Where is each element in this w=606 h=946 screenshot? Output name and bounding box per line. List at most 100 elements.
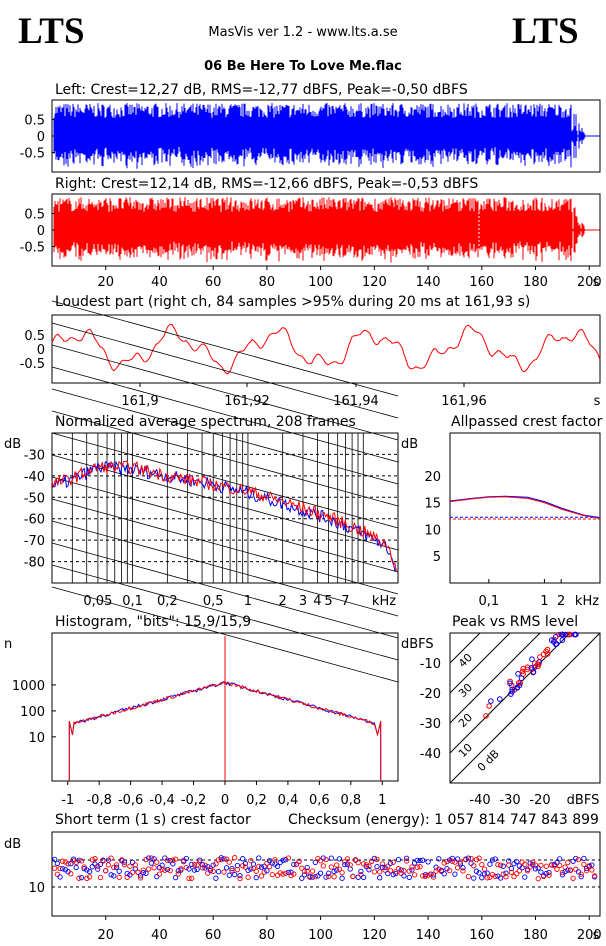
spectrum-slope [51,300,399,397]
crest-point-left [54,860,61,867]
peakrms-ytick: -10 [420,657,441,672]
crest-point-right [234,866,241,873]
crest-ylabel: dB [4,837,21,852]
crest-point-right [463,857,469,863]
crest-point-right [473,856,480,863]
crest-point-right [261,869,267,875]
right-waveform-trace [53,197,586,263]
crest-xtick: 80 [259,928,276,943]
crest-point-left [323,874,329,880]
crest-point-right [256,863,262,870]
spectrum-slope [51,322,399,419]
crest-point-left [358,868,364,875]
crest-point-right [557,862,563,869]
crest-point-right [86,874,93,880]
crest-point-left [183,855,189,862]
crest-point-right [457,859,463,865]
crest-point-left [167,858,173,864]
allpass-xtick: 1 [540,594,548,609]
crest-point-right [301,868,308,874]
peakrms-point [515,671,521,677]
loudest-frame [51,314,601,384]
allpass-ytick: 20 [424,470,441,485]
crest-point-right [420,873,426,879]
peakrms-point [532,660,538,667]
peakrms-point [537,654,543,660]
crest-point-right [97,874,104,881]
crest-point-right [269,871,275,878]
crest-point-right [395,866,402,872]
crest-point-left [506,858,512,864]
crest-point-left [411,860,418,866]
spectrum-ytick: -50 [24,491,45,506]
crest-point-right [385,863,391,869]
crest-point-right [551,863,557,869]
crest-point-left [446,857,453,863]
crest-point-right [430,874,437,880]
crest-point-right [253,868,259,874]
crest-point-right [481,866,488,872]
crest-point-left [154,873,160,880]
crest-point-left [390,871,396,878]
left-waveform-ytick: 0 [37,130,45,145]
crest-point-right [503,874,509,880]
app-title: MasVis ver 1.2 - www.lts.a.se [208,25,398,40]
peakrms-frame [449,632,601,784]
crest-point-right [401,868,407,874]
allpass-ytick: 5 [433,550,441,565]
crest-point-left [266,857,273,864]
crest-point-right [476,855,482,861]
peakrms-point [562,631,568,638]
crest-point-left [52,856,58,863]
crest-point-right [70,858,77,864]
crest-point-right [100,858,106,864]
crest-point-left [148,860,155,866]
crest-point-right [307,874,313,880]
histogram-ylabel: n [4,637,12,652]
crest-xtick: 200 [577,928,602,943]
crest-point-left [374,863,380,870]
crest-point-left [344,861,351,867]
spectrum-slope [51,432,399,529]
crest-point-left [170,861,176,867]
allpass-title: Allpassed crest factor [451,414,603,430]
crest-point-left [519,865,525,871]
crest-point-right [65,861,71,867]
crest-point-left [264,868,270,874]
allpass-frame [449,432,601,584]
crest-ytick: 10 [28,881,45,896]
crest-point-right [500,871,506,877]
crest-xtick: 60 [205,928,222,943]
crest-point-right [178,866,184,872]
spectrum-series-left [51,460,397,573]
crest-point-left [221,856,227,862]
crest-point-right [344,856,351,862]
crest-point-right [393,869,399,875]
crest-point-right [446,867,453,874]
crest-point-left [68,861,74,867]
crest-point-right [336,866,343,872]
spectrum-slope [51,520,399,617]
peakrms-point [497,696,503,702]
crest-point-right [57,865,63,872]
loudest-xtick-label: 161,94 [333,394,379,409]
crest-point-left [387,860,394,866]
crest-point-right [299,865,305,871]
spectrum-xtick: 2 [279,594,287,609]
crest-point-left [253,874,259,881]
crest-point-left [489,857,496,863]
crest-point-right [422,873,429,880]
crest-point-left [207,867,214,874]
histogram-xtick: 1 [378,793,386,808]
crest-point-right [554,866,560,872]
crest-point-right [226,859,232,865]
peakrms-point [519,668,526,675]
crest-point-left [425,859,431,865]
spectrum-xtick: 0,05 [83,594,112,609]
peakrms-point [507,678,513,685]
crest-point-left [436,856,442,862]
crest-point-left [232,871,238,878]
spectrum-xtick: 4 [313,594,321,609]
crest-point-left [441,871,447,877]
